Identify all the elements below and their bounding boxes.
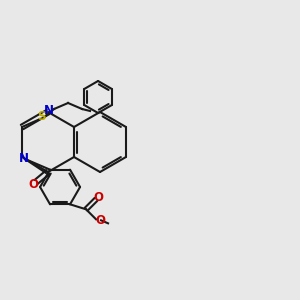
Text: O: O	[28, 178, 38, 190]
Text: N: N	[19, 152, 29, 164]
Text: S: S	[37, 110, 45, 124]
Text: O: O	[93, 191, 103, 204]
Text: N: N	[44, 104, 54, 118]
Text: O: O	[95, 214, 105, 227]
